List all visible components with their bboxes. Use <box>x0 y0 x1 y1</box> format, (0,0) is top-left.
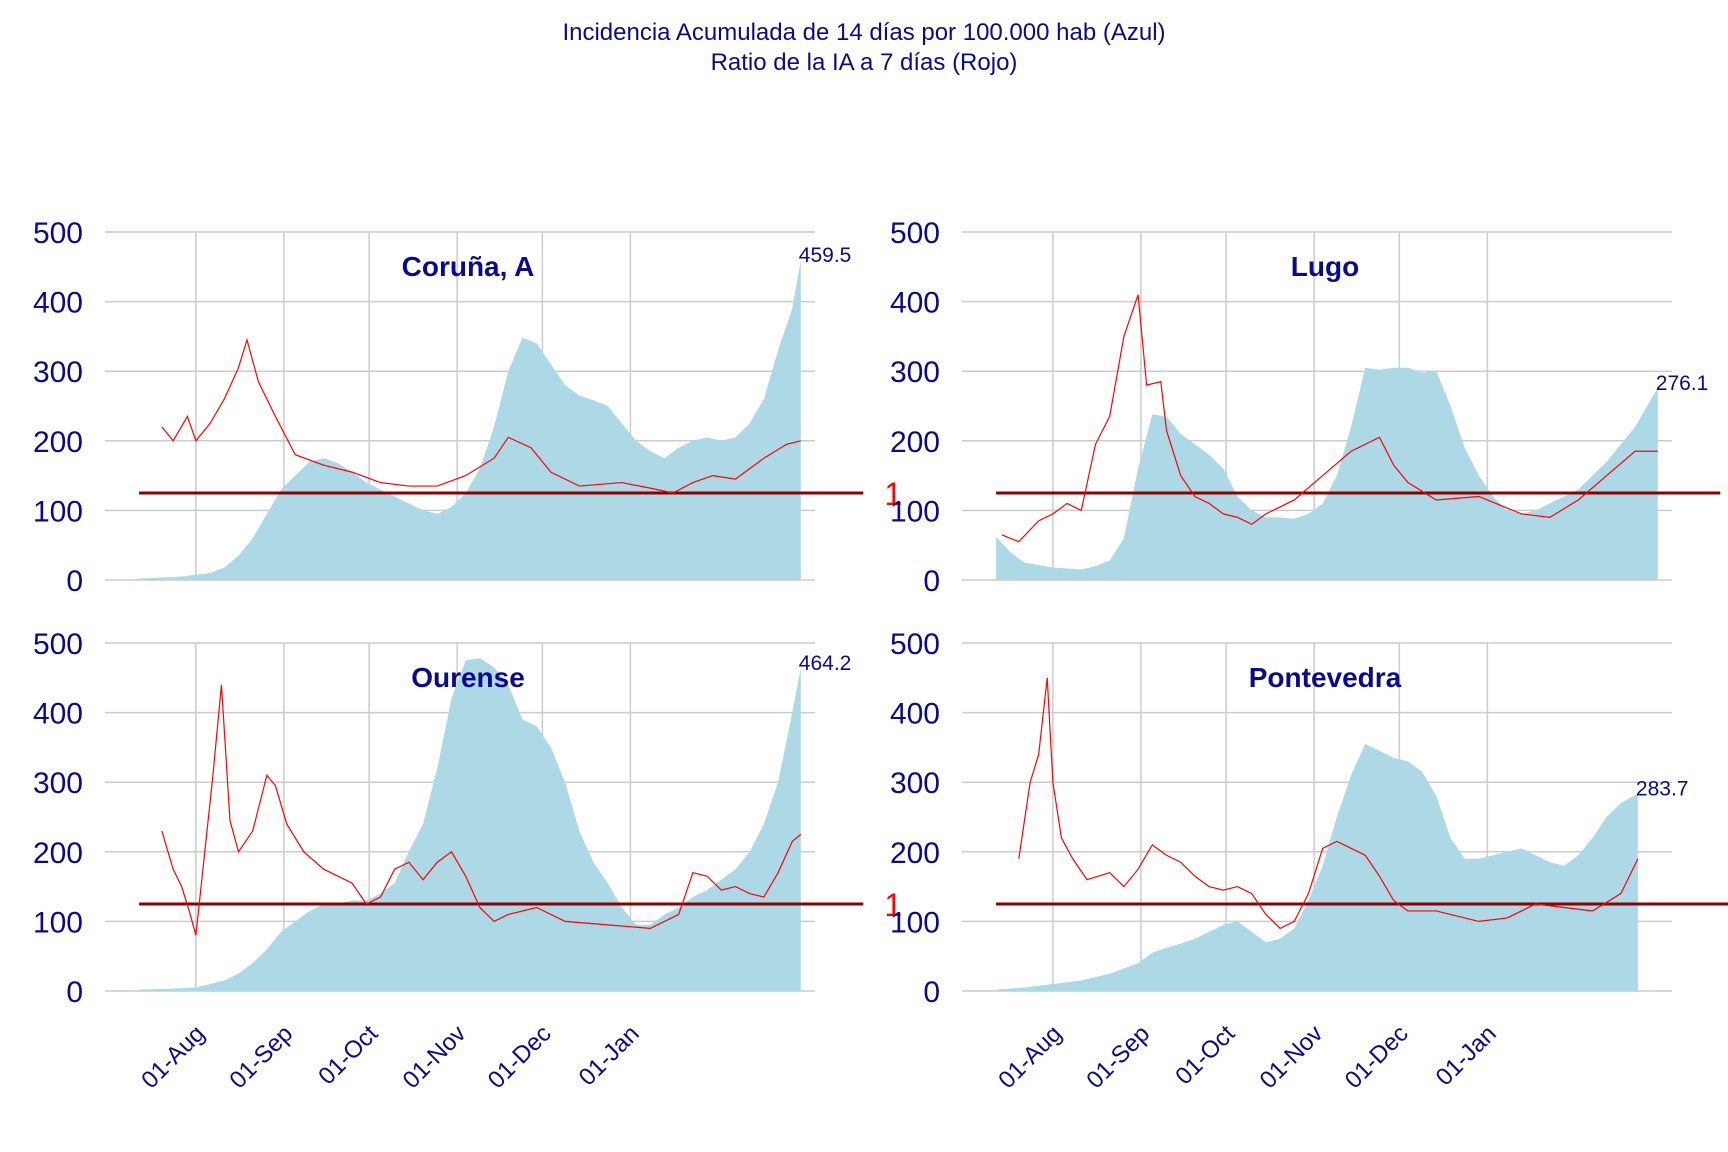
x-tick-label: 01-Jan <box>574 1020 645 1091</box>
y-tick-label: 500 <box>33 217 83 250</box>
y-tick-label: 0 <box>66 976 83 1009</box>
x-tick-label: 01-Aug <box>136 1020 210 1094</box>
y-tick-label: 500 <box>33 628 83 661</box>
title-line-2: Ratio de la IA a 7 días (Rojo) <box>710 49 1018 76</box>
y-tick-label: 400 <box>33 287 83 320</box>
y-tick-label: 100 <box>33 906 83 939</box>
panel-title: Lugo <box>1291 251 1359 282</box>
y-tick-label: 200 <box>33 837 83 870</box>
ratio-line <box>161 337 801 494</box>
y-tick-label: 400 <box>890 287 940 320</box>
last-value-label: 276.1 <box>1656 372 1709 395</box>
y-tick-label: 100 <box>890 906 940 939</box>
y-tick-label: 0 <box>66 565 83 598</box>
x-tick-label: 01-Sep <box>224 1020 298 1094</box>
last-value-label: 283.7 <box>1636 778 1689 801</box>
panel-title: Coruña, A <box>402 251 535 282</box>
x-tick-label: 01-Oct <box>313 1020 383 1090</box>
x-tick-label: 01-Dec <box>483 1020 557 1094</box>
x-tick-label: 01-Nov <box>398 1020 472 1094</box>
y-tick-label: 300 <box>33 767 83 800</box>
chart-title: Incidencia Acumulada de 14 días por 100.… <box>0 18 1728 78</box>
last-value-label: 459.5 <box>799 244 852 267</box>
last-value-label: 464.2 <box>799 652 852 675</box>
y-tick-label: 100 <box>890 495 940 528</box>
incidence-area <box>139 658 801 991</box>
y-tick-label: 500 <box>890 628 940 661</box>
y-tick-label: 0 <box>923 565 940 598</box>
incidence-area <box>996 367 1658 580</box>
reference-label: 1 <box>884 476 902 512</box>
y-tick-label: 400 <box>33 698 83 731</box>
x-tick-label: 01-Nov <box>1255 1020 1329 1094</box>
y-tick-label: 400 <box>890 698 940 731</box>
panel-title: Ourense <box>411 662 525 693</box>
y-tick-label: 300 <box>33 356 83 389</box>
x-tick-label: 01-Jan <box>1431 1020 1502 1091</box>
y-tick-label: 300 <box>890 356 940 389</box>
x-tick-label: 01-Oct <box>1170 1020 1240 1090</box>
ratio-line <box>1018 677 1639 930</box>
y-tick-label: 500 <box>890 217 940 250</box>
y-tick-label: 200 <box>890 837 940 870</box>
incidence-area <box>139 260 801 580</box>
panel-2: 0 100 200 300 400 500 01-Aug 01-Sep 01-Oct 01-Nov… <box>33 628 902 1094</box>
y-tick-label: 200 <box>890 426 940 459</box>
y-tick-label: 100 <box>33 495 83 528</box>
title-line-1: Incidencia Acumulada de 14 días por 100.… <box>562 19 1166 46</box>
x-tick-label: 01-Sep <box>1081 1020 1155 1094</box>
reference-label: 1 <box>884 887 902 923</box>
panel-3: 0 100 200 300 400 500 01-Aug 01-Sep 01-Oct 01-Nov… <box>890 628 1728 1094</box>
y-tick-label: 200 <box>33 426 83 459</box>
y-tick-label: 0 <box>923 976 940 1009</box>
panel-title: Pontevedra <box>1249 662 1402 693</box>
y-tick-label: 300 <box>890 767 940 800</box>
panel-0: 0 100 200 300 400 500 1 Coruña, A 459.5 <box>33 217 902 598</box>
panel-1: 01002003004005001Lugo276.1 <box>890 217 1721 598</box>
ratio-line <box>1001 294 1658 543</box>
incidence-area <box>996 743 1638 991</box>
ratio-line <box>161 684 802 936</box>
x-tick-label: 01-Dec <box>1340 1020 1414 1094</box>
x-tick-label: 01-Aug <box>993 1020 1067 1094</box>
